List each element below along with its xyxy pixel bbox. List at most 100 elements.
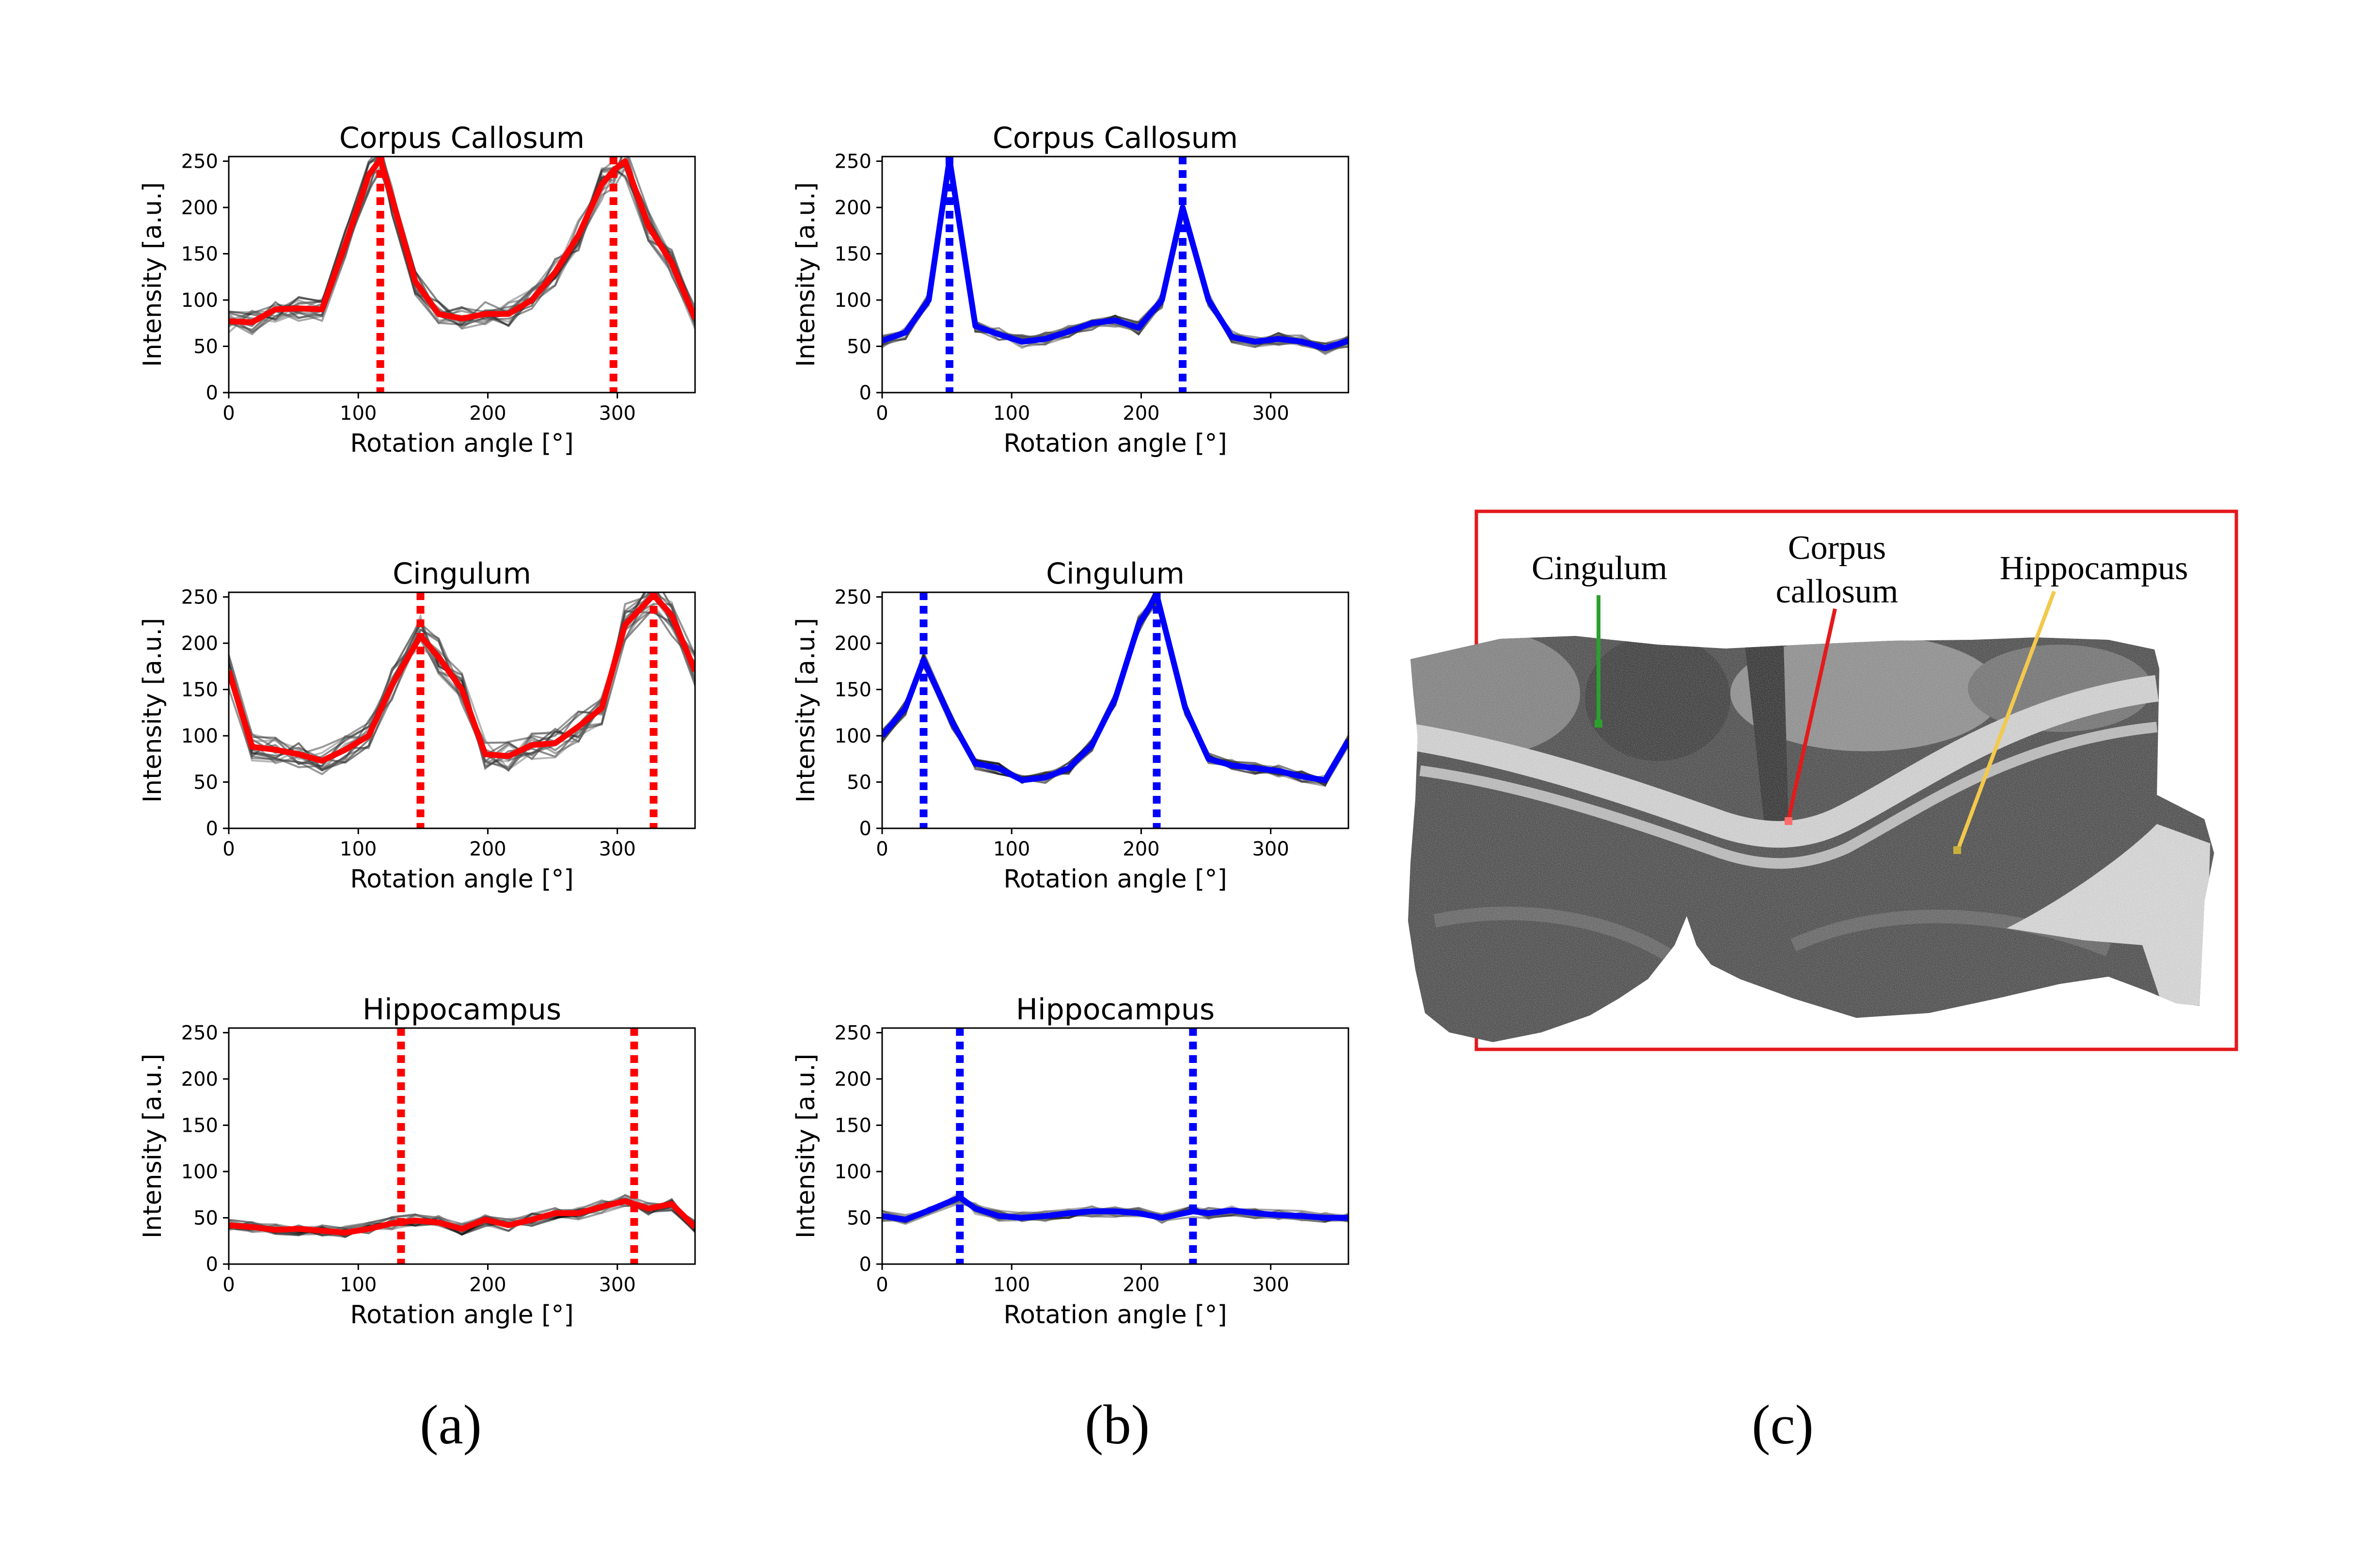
axes-frame xyxy=(228,591,696,829)
label-cingulum: Cingulum xyxy=(1532,550,1667,587)
chart-2: 0 100 200 300 0 50 100 150 200 250 Corpus Callosum… xyxy=(792,121,1349,458)
y-tick-label: 0 xyxy=(859,818,871,840)
y-tick-label: 150 xyxy=(835,679,871,701)
hippocampus-leader-line xyxy=(1956,590,2056,850)
x-tick-label: 300 xyxy=(599,838,635,860)
y-tick-label: 50 xyxy=(193,1207,218,1230)
profile-line-gray xyxy=(882,592,1348,783)
profile-line-gray xyxy=(882,592,1348,787)
y-tick-label: 200 xyxy=(181,197,218,219)
y-tick-label: 50 xyxy=(193,772,218,794)
mean-profile-line xyxy=(882,1194,1348,1223)
y-tick-label: 100 xyxy=(835,1161,871,1183)
axes-frame xyxy=(881,591,1349,829)
x-tick-label: 300 xyxy=(1252,838,1289,860)
y-tick-label: 250 xyxy=(835,151,871,173)
plot-area xyxy=(229,157,695,393)
y-tick-label: 50 xyxy=(847,336,871,358)
x-tick-label: 100 xyxy=(340,838,377,860)
x-tick-label: 0 xyxy=(876,402,888,425)
caption-c: (c) xyxy=(1752,1394,1814,1456)
x-tick-label: 0 xyxy=(222,838,235,860)
x-tick-label: 200 xyxy=(1123,402,1159,425)
x-axis-label: Rotation angle [°] xyxy=(1003,865,1227,894)
y-tick-label: 250 xyxy=(181,151,218,173)
mean-profile-line xyxy=(229,157,695,325)
y-tick-label: 0 xyxy=(859,1253,871,1276)
brain-slice-image xyxy=(1408,636,2214,1042)
y-tick-label: 200 xyxy=(181,633,218,655)
x-tick-label: 200 xyxy=(469,838,506,860)
y-tick-label: 150 xyxy=(835,243,871,266)
chart-4: 0 100 200 300 0 50 100 150 200 250 Cingulum Rotatio… xyxy=(792,557,1349,894)
chart-title: Hippocampus xyxy=(1016,993,1215,1027)
x-tick-label: 100 xyxy=(340,402,377,425)
chart-3: 0 100 200 300 0 50 100 150 200 250 Cingulum Rotatio… xyxy=(138,557,696,894)
y-tick-label: 250 xyxy=(835,1022,871,1045)
label-corpus-line2: callosum xyxy=(1776,573,1899,610)
corpus-callosum-leader-line xyxy=(1787,608,1837,820)
axes-frame xyxy=(881,156,1349,394)
x-tick-label: 300 xyxy=(1252,1274,1289,1296)
x-tick-label: 200 xyxy=(469,402,506,425)
y-tick-label: 200 xyxy=(181,1068,218,1091)
y-axis-label: Intensity [a.u.] xyxy=(792,1054,821,1238)
x-axis-label: Rotation angle [°] xyxy=(350,865,573,894)
x-tick-label: 200 xyxy=(1123,1274,1159,1296)
y-tick-label: 0 xyxy=(206,1253,218,1276)
y-tick-label: 200 xyxy=(835,633,871,655)
x-tick-label: 0 xyxy=(222,402,235,425)
x-tick-label: 0 xyxy=(222,1274,235,1296)
chart-title: Corpus Callosum xyxy=(993,121,1238,155)
x-tick-label: 100 xyxy=(993,402,1030,425)
x-tick-label: 300 xyxy=(599,402,635,425)
label-hippocampus: Hippocampus xyxy=(2000,550,2188,587)
plot-area xyxy=(882,592,1348,828)
hippocampus-marker xyxy=(1953,846,1961,854)
y-tick-label: 100 xyxy=(181,725,218,747)
y-tick-label: 150 xyxy=(835,1115,871,1137)
chart-title: Cingulum xyxy=(393,557,531,591)
x-tick-label: 0 xyxy=(876,1274,888,1296)
y-tick-label: 250 xyxy=(835,586,871,609)
plot-area xyxy=(882,1028,1348,1264)
chart-title: Cingulum xyxy=(1046,557,1185,591)
y-tick-label: 0 xyxy=(206,382,218,404)
y-tick-label: 50 xyxy=(847,1207,871,1230)
x-tick-label: 0 xyxy=(876,838,888,860)
axes-frame xyxy=(881,1027,1349,1265)
y-axis-label: Intensity [a.u.] xyxy=(792,182,821,367)
x-tick-label: 300 xyxy=(1252,402,1289,425)
plot-area xyxy=(229,1028,695,1264)
x-axis-label: Rotation angle [°] xyxy=(350,429,573,458)
x-tick-label: 100 xyxy=(993,1274,1030,1296)
y-tick-label: 250 xyxy=(181,1022,218,1045)
y-tick-label: 100 xyxy=(835,725,871,747)
y-tick-label: 150 xyxy=(181,243,218,266)
y-tick-label: 100 xyxy=(181,289,218,312)
x-tick-label: 100 xyxy=(993,838,1030,860)
chart-title: Corpus Callosum xyxy=(339,121,585,155)
y-tick-label: 100 xyxy=(835,289,871,312)
x-tick-label: 300 xyxy=(599,1274,635,1296)
y-axis-label: Intensity [a.u.] xyxy=(138,618,167,803)
cingulum-marker xyxy=(1595,720,1602,728)
y-tick-label: 200 xyxy=(835,197,871,219)
chart-grid: 0 100 200 300 0 50 100 150 200 250 Corpus Callosum… xyxy=(138,121,1349,1330)
profile-line-gray xyxy=(229,157,695,326)
profile-line-gray xyxy=(229,157,695,328)
x-axis-label: Rotation angle [°] xyxy=(1003,1300,1227,1330)
y-tick-label: 50 xyxy=(847,772,871,794)
mean-profile-line xyxy=(229,592,695,764)
profile-line-gray xyxy=(229,160,695,329)
chart-1: 0 100 200 300 0 50 100 150 200 250 Corpus Callosum… xyxy=(138,121,696,458)
profile-line-gray xyxy=(882,592,1348,784)
mean-profile-line xyxy=(229,1198,695,1236)
y-tick-label: 50 xyxy=(193,336,218,358)
mean-profile-line xyxy=(882,592,1348,783)
y-axis-label: Intensity [a.u.] xyxy=(792,618,821,803)
x-axis-label: Rotation angle [°] xyxy=(1003,429,1227,458)
x-tick-label: 200 xyxy=(1123,838,1159,860)
profile-line-gray xyxy=(229,157,695,327)
